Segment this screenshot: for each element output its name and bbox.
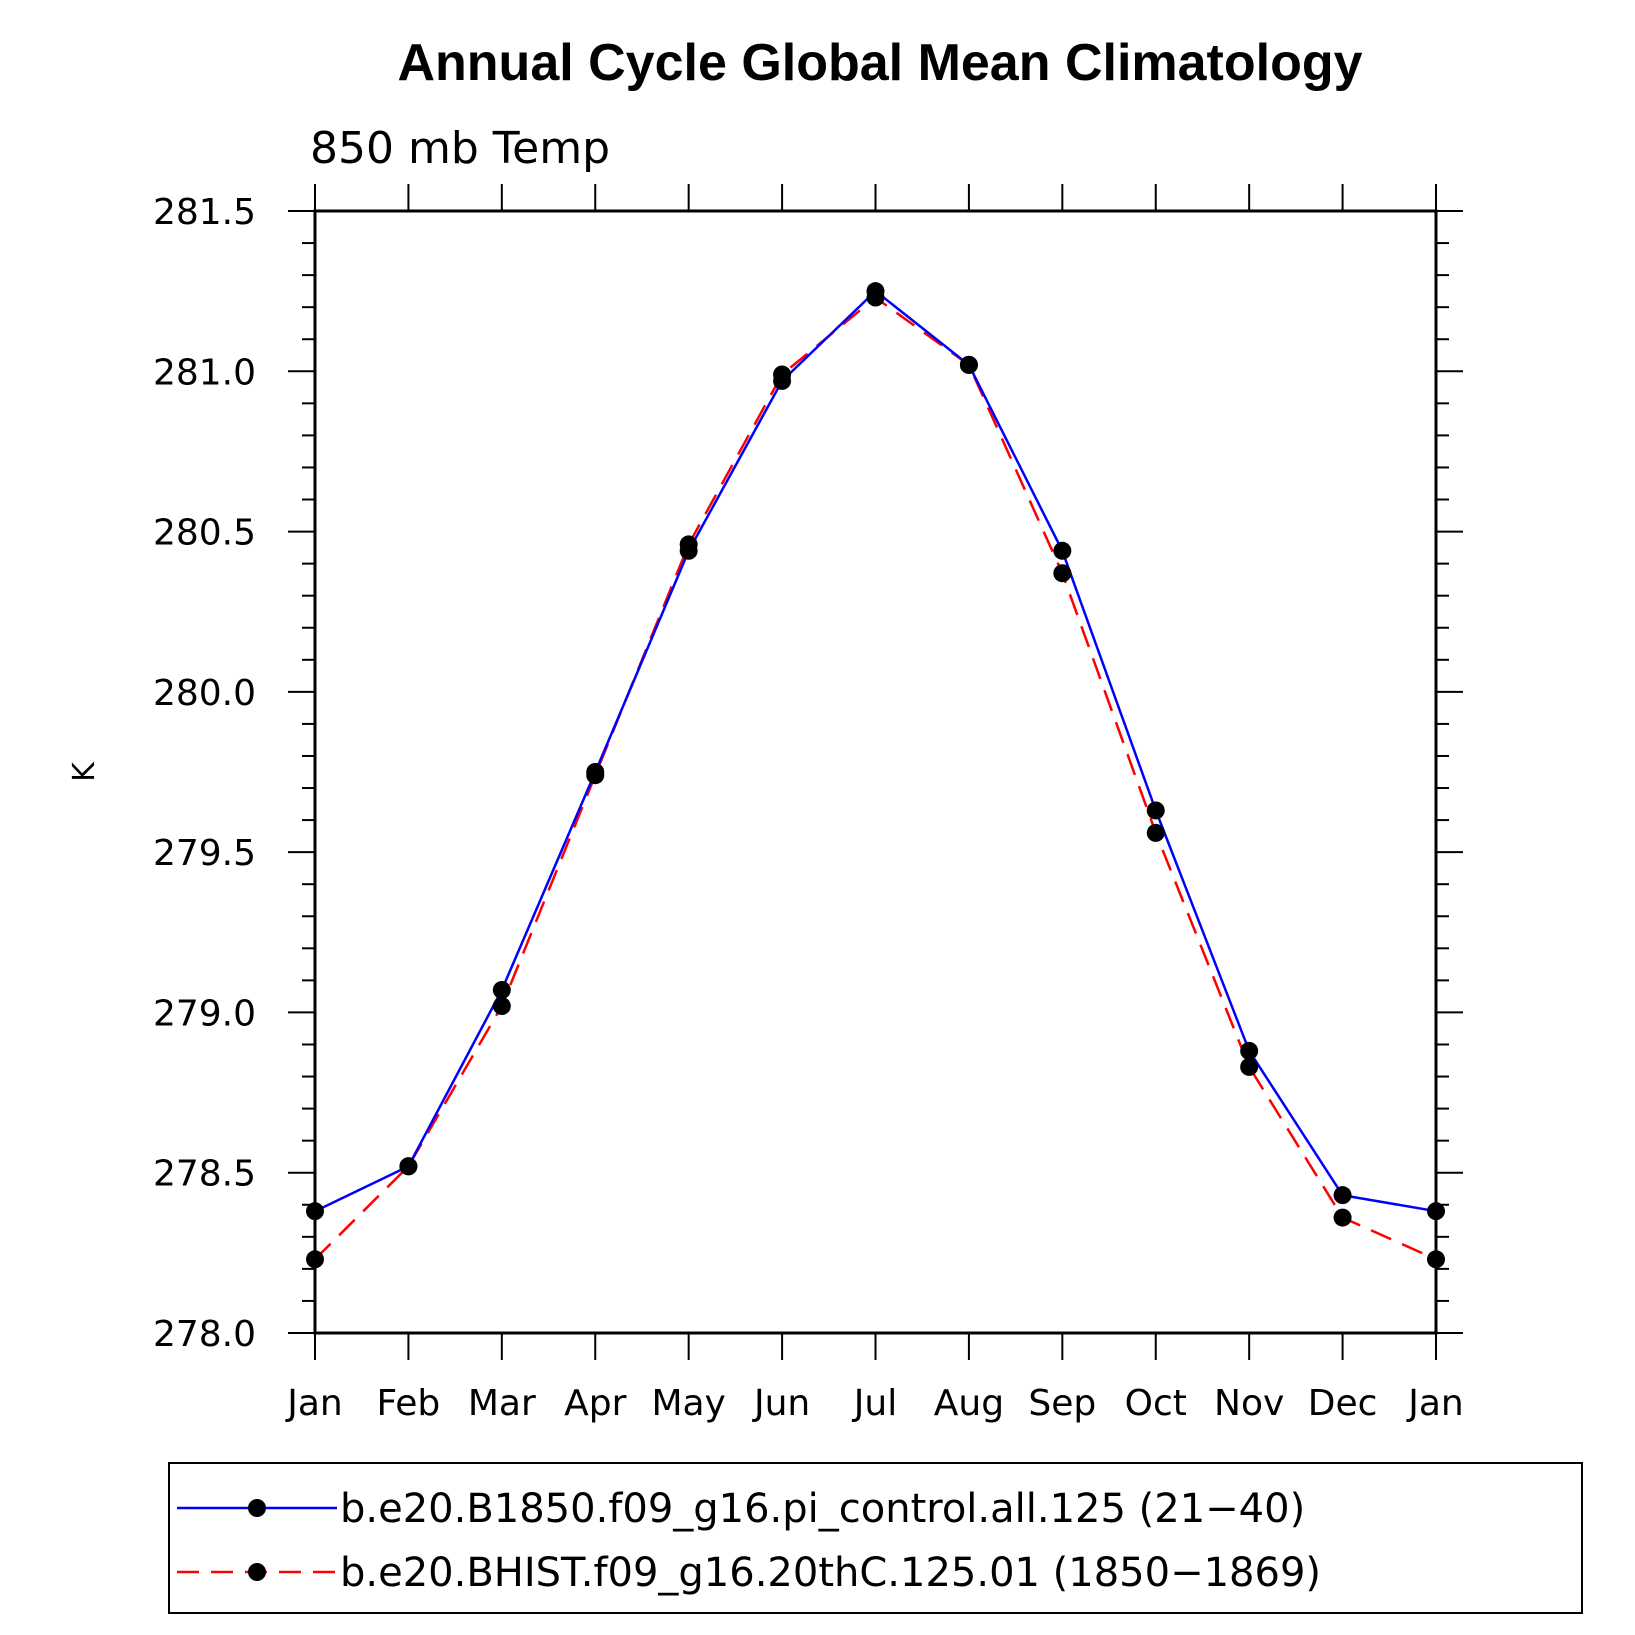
y-tick-label: 278.5 xyxy=(153,1154,256,1195)
series-line xyxy=(314,289,1437,1213)
y-tick-label: 281.5 xyxy=(153,192,256,233)
data-point xyxy=(773,365,792,384)
legend-entry-label: b.e20.B1850.f09_g16.pi_control.all.125 (… xyxy=(340,1486,1305,1532)
y-tick-label: 278.0 xyxy=(153,1314,256,1355)
x-tick-label: Jan xyxy=(285,1383,343,1424)
legend-swatch-marker xyxy=(248,1499,266,1517)
y-tick-label: 280.5 xyxy=(153,513,256,554)
plot-area-frame xyxy=(313,209,1438,1335)
data-point xyxy=(1053,541,1072,560)
chart-subtitle: 850 mb Temp xyxy=(310,123,610,174)
x-tick-label: May xyxy=(651,1383,725,1424)
data-point xyxy=(1240,1041,1259,1060)
series-line xyxy=(314,296,1437,1261)
x-tick-label: Aug xyxy=(934,1383,1004,1424)
y-axis-label: K xyxy=(67,761,102,782)
y-tick-label: 281.0 xyxy=(153,352,256,393)
x-tick-label: Jul xyxy=(852,1383,897,1424)
x-tick-label: Mar xyxy=(468,1383,536,1424)
data-point xyxy=(1333,1208,1352,1227)
data-point xyxy=(399,1157,418,1176)
data-point xyxy=(306,1250,324,1269)
legend-box xyxy=(168,1462,1583,1614)
legend: b.e20.B1850.f09_g16.pi_control.all.125 (… xyxy=(177,1486,1321,1596)
x-tick-label: Sep xyxy=(1028,1383,1096,1424)
x-axis-ticks: Jan Feb Mar Apr May Jun Jul Aug Sep Oct Nov Dec Jan xyxy=(285,184,1464,1424)
data-point xyxy=(492,997,511,1016)
data-point xyxy=(1146,801,1165,820)
data-point xyxy=(1240,1057,1259,1076)
data-point xyxy=(1333,1186,1352,1205)
y-tick-label: 280.0 xyxy=(153,673,256,714)
data-point xyxy=(1053,564,1072,583)
x-tick-label: Jun xyxy=(752,1383,810,1424)
legend-swatch-marker xyxy=(248,1563,266,1581)
x-tick-label: Apr xyxy=(564,1383,626,1424)
data-point xyxy=(1427,1202,1445,1221)
x-tick-label: Feb xyxy=(377,1383,441,1424)
data-point xyxy=(492,980,511,999)
data-point xyxy=(1427,1250,1445,1269)
x-tick-label: Jan xyxy=(1406,1383,1464,1424)
x-tick-label: Nov xyxy=(1214,1383,1284,1424)
chart-title: Annual Cycle Global Mean Climatology xyxy=(397,34,1362,92)
x-tick-label: Oct xyxy=(1125,1383,1187,1424)
x-tick-label: Dec xyxy=(1308,1383,1378,1424)
data-point xyxy=(1146,823,1165,842)
series-layer xyxy=(306,282,1445,1269)
data-point xyxy=(306,1202,324,1221)
y-axis-ticks: 278.0 278.5 279.0 279.5 280.0 280.5 281.0 281.5 xyxy=(153,192,1463,1355)
y-tick-label: 279.0 xyxy=(153,993,256,1034)
data-point xyxy=(866,288,885,307)
data-point xyxy=(959,355,978,374)
data-point xyxy=(679,535,698,554)
data-point xyxy=(586,766,605,785)
y-tick-label: 279.5 xyxy=(153,833,256,874)
legend-entry-label: b.e20.BHIST.f09_g16.20thC.125.01 (1850−1… xyxy=(340,1550,1321,1596)
